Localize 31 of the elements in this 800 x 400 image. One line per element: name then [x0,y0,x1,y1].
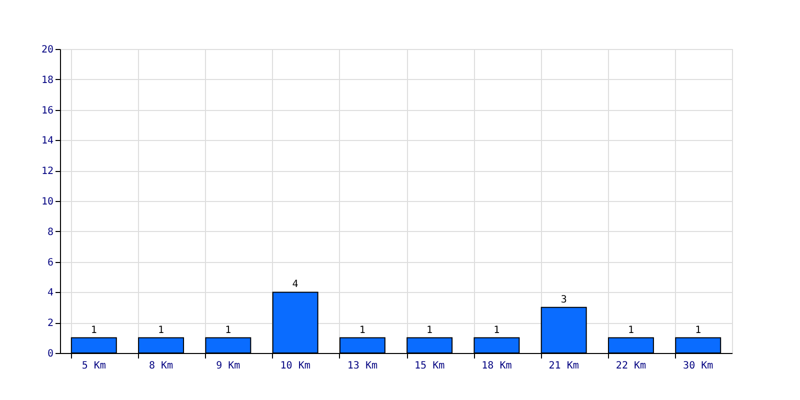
x-tick-label: 22 Km [616,360,646,372]
y-tick-label: 10 [41,196,54,208]
x-tick-label: 21 Km [548,360,579,372]
x-tick-label: 18 Km [482,360,512,372]
data-label: 1 [90,324,97,336]
data-label: 3 [560,294,567,306]
x-tick-label: 8 Km [148,360,174,372]
data-label: 1 [494,324,500,336]
x-tick-label: 13 Km [347,360,378,372]
y-tick-label: 20 [41,44,54,56]
data-label: 1 [695,324,702,336]
data-label: 1 [628,324,634,336]
y-tick-label: 6 [47,257,54,268]
x-tick-label: 5 Km [82,360,106,372]
data-label: 1 [359,324,366,336]
x-tick-label: 15 Km [414,360,445,372]
y-tick-label: 18 [41,74,54,86]
data-label: 1 [426,324,433,336]
data-label: 1 [158,324,164,336]
y-tick-label: 4 [47,288,54,299]
y-tick-label: 0 [47,348,54,360]
y-tick-label: 12 [41,166,54,178]
x-tick-label: 9 Km [216,360,240,372]
x-tick-label: 10 Km [280,360,310,372]
x-tick-label: 30 Km [683,360,714,372]
y-tick-label: 8 [47,226,54,238]
y-tick-label: 16 [41,105,54,116]
y-tick-label: 2 [47,318,54,330]
y-tick-label: 14 [41,136,54,147]
data-label: 1 [225,324,232,336]
data-label: 4 [292,279,298,290]
